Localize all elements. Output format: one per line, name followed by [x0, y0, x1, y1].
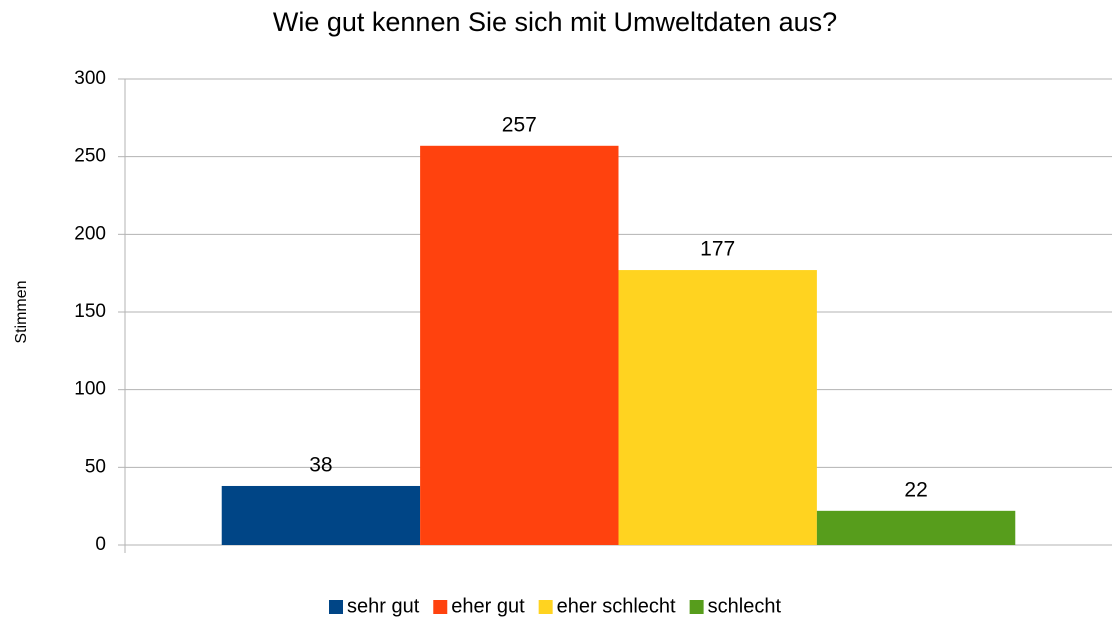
y-tick-label: 100 — [74, 379, 106, 400]
bar — [221, 485, 421, 545]
legend-label: schlecht — [708, 595, 782, 617]
legend-swatch — [538, 600, 553, 614]
data-label: 22 — [904, 478, 927, 501]
bar — [816, 510, 1016, 545]
chart-title: Wie gut kennen Sie sich mit Umweltdaten … — [273, 7, 837, 37]
y-tick-label: 150 — [74, 301, 106, 322]
bar — [618, 270, 817, 545]
y-tick-label: 200 — [74, 223, 106, 244]
legend-label: eher gut — [451, 595, 525, 617]
legend-swatch — [433, 600, 448, 614]
y-tick-label: 300 — [74, 68, 106, 89]
y-tick-label: 50 — [85, 456, 106, 477]
y-axis-title: Stimmen — [13, 280, 30, 343]
bar — [420, 145, 619, 545]
legend-swatch — [689, 600, 704, 614]
y-tick-label: 250 — [74, 146, 106, 167]
data-label: 257 — [502, 113, 537, 136]
data-label: 38 — [309, 454, 332, 477]
y-tick-label: 0 — [95, 534, 106, 555]
legend-swatch — [329, 600, 343, 614]
data-label: 177 — [700, 238, 735, 261]
legend-label: eher schlecht — [557, 595, 676, 617]
legend-label: sehr gut — [347, 595, 420, 617]
